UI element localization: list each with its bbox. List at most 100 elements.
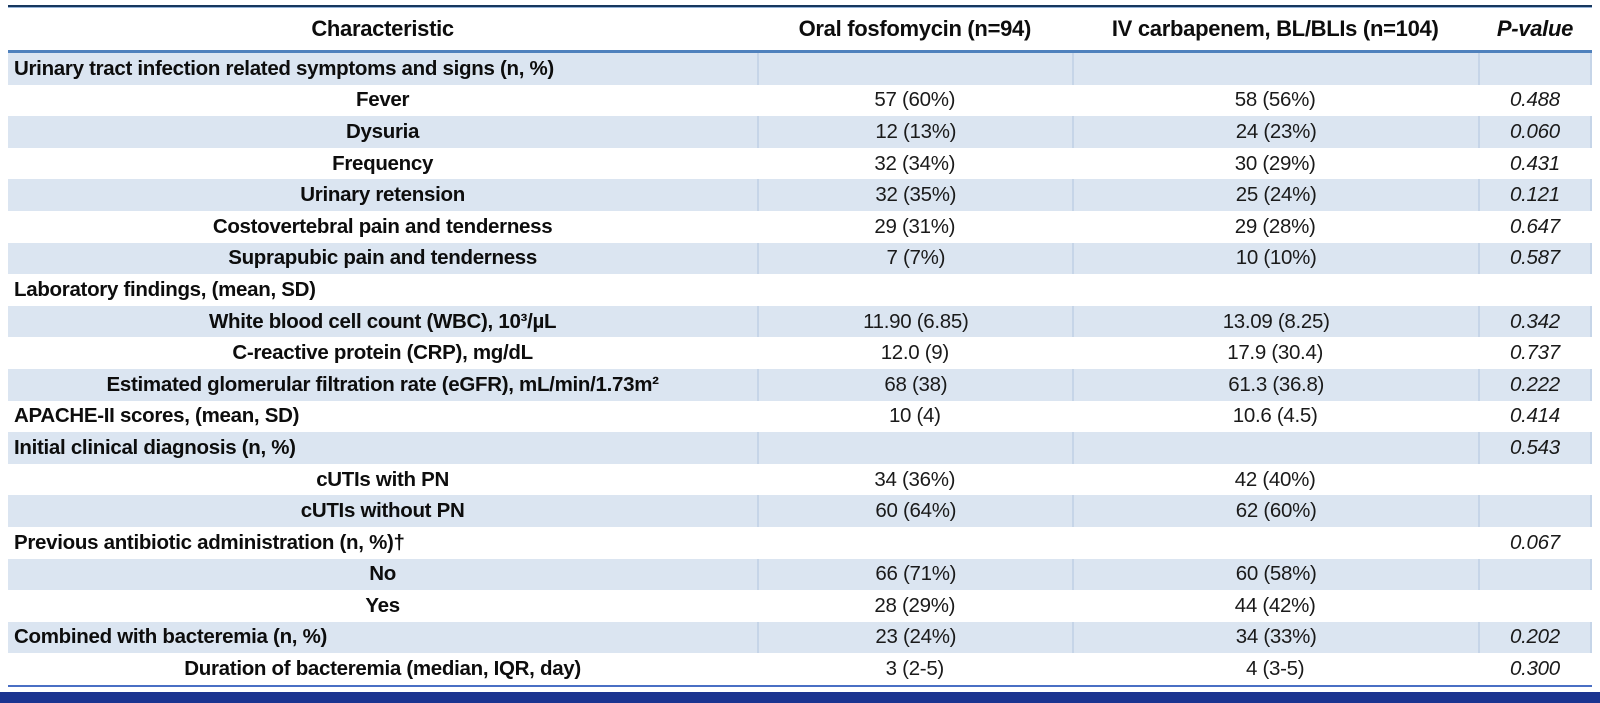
characteristics-table: Characteristic Oral fosfomycin (n=94) IV… [8, 5, 1592, 687]
characteristic-cell: Estimated glomerular filtration rate (eG… [106, 372, 659, 396]
column-header-fosfomycin: Oral fosfomycin (n=94) [798, 16, 1032, 41]
carbapenem-value-cell [1072, 53, 1478, 85]
fosfomycin-value-cell: 29 (31%) [874, 214, 956, 238]
fosfomycin-value-cell: 10 (4) [888, 404, 941, 428]
carbapenem-value-cell: 42 (40%) [1234, 467, 1316, 491]
fosfomycin-value-cell: 12.0 (9) [880, 341, 950, 365]
p-value-cell: 0.431 [1510, 151, 1560, 175]
characteristic-cell: C-reactive protein (CRP), mg/dL [232, 341, 533, 365]
p-value-cell: 0.300 [1510, 657, 1560, 681]
table-body: Urinary tract infection related symptoms… [8, 53, 1592, 685]
characteristic-cell: Fever [356, 88, 410, 112]
p-value-cell: 0.488 [1510, 88, 1560, 112]
carbapenem-value-cell: 44 (42%) [1234, 593, 1316, 617]
characteristic-cell: Urinary retension [300, 183, 465, 207]
fosfomycin-value-cell [757, 432, 1072, 464]
p-value-cell [1478, 274, 1592, 306]
table-row: Initial clinical diagnosis (n, %) 0.543 [8, 432, 1592, 464]
fosfomycin-value-cell: 32 (34%) [874, 151, 956, 175]
table-row: Laboratory findings, (mean, SD) [8, 274, 1592, 306]
p-value-cell: 0.543 [1477, 432, 1592, 464]
carbapenem-value-cell: 4 (3-5) [1246, 657, 1305, 681]
fosfomycin-value-cell: 11.90 (6.85) [757, 305, 1072, 338]
characteristic-cell: Laboratory findings, (mean, SD) [14, 277, 316, 301]
fosfomycin-value-cell: 66 (71%) [757, 558, 1072, 591]
p-value-cell: 0.060 [1477, 116, 1592, 148]
carbapenem-value-cell: 61.3 (36.8) [1072, 368, 1478, 401]
carbapenem-value-cell: 10.6 (4.5) [1232, 404, 1318, 428]
fosfomycin-value-cell [757, 53, 1072, 85]
column-header-carbapenem: IV carbapenem, BL/BLIs (n=104) [1111, 16, 1439, 41]
carbapenem-value-cell: 10 (10%) [1072, 242, 1478, 275]
fosfomycin-value-cell [757, 274, 1072, 306]
table-row: Duration of bacteremia (median, IQR, day… [8, 653, 1592, 685]
p-value-cell [1477, 53, 1592, 85]
characteristic-cell: Yes [365, 593, 400, 617]
carbapenem-value-cell: 29 (28%) [1234, 214, 1316, 238]
fosfomycin-value-cell: 12 (13%) [757, 116, 1072, 148]
p-value-cell: 0.414 [1510, 404, 1560, 428]
p-value-cell: 0.737 [1510, 341, 1560, 365]
carbapenem-value-cell [1072, 274, 1478, 306]
carbapenem-value-cell [1072, 527, 1478, 559]
characteristic-cell: Urinary tract infection related symptoms… [14, 56, 554, 80]
fosfomycin-value-cell: 23 (24%) [757, 621, 1072, 654]
carbapenem-value-cell: 34 (33%) [1072, 621, 1478, 654]
column-header-p-value: P-value [1496, 16, 1574, 41]
p-value-cell: 0.222 [1477, 368, 1592, 401]
carbapenem-value-cell: 60 (58%) [1072, 558, 1478, 591]
column-header-characteristic: Characteristic [311, 16, 454, 41]
fosfomycin-value-cell: 34 (36%) [874, 467, 956, 491]
characteristic-cell: APACHE-II scores, (mean, SD) [14, 404, 300, 428]
p-value-cell: 0.121 [1477, 179, 1592, 211]
slide-bottom-bar [0, 692, 1600, 703]
table-row: Frequency 32 (34%) 30 (29%) 0.431 [8, 148, 1592, 180]
characteristic-cell: Costovertebral pain and tenderness [212, 214, 553, 238]
table-row: C-reactive protein (CRP), mg/dL 12.0 (9)… [8, 337, 1592, 369]
p-value-cell: 0.202 [1477, 621, 1592, 654]
characteristic-cell: Combined with bacteremia (n, %) [14, 625, 328, 649]
table-row: cUTIs without PN 60 (64%) 62 (60%) [8, 495, 1592, 527]
fosfomycin-value-cell: 7 (7%) [757, 242, 1072, 275]
characteristic-cell: Initial clinical diagnosis (n, %) [14, 435, 296, 459]
table-row: Estimated glomerular filtration rate (eG… [8, 368, 1592, 401]
table-row: Fever 57 (60%) 58 (56%) 0.488 [8, 85, 1592, 117]
table-row: Costovertebral pain and tenderness 29 (3… [8, 211, 1592, 243]
fosfomycin-value-cell [757, 527, 1072, 559]
table-header-row: Characteristic Oral fosfomycin (n=94) IV… [8, 8, 1592, 53]
table-row: Urinary tract infection related symptoms… [8, 53, 1592, 85]
table-row: White blood cell count (WBC), 10³/µL 11.… [8, 305, 1592, 338]
fosfomycin-value-cell: 32 (35%) [757, 179, 1072, 211]
fosfomycin-value-cell: 60 (64%) [757, 495, 1072, 527]
fosfomycin-value-cell: 68 (38) [757, 368, 1072, 401]
p-value-cell [1478, 464, 1592, 496]
table-row: Yes 28 (29%) 44 (42%) [8, 590, 1592, 622]
fosfomycin-value-cell: 28 (29%) [874, 593, 956, 617]
characteristic-cell: cUTIs without PN [300, 499, 465, 523]
carbapenem-value-cell: 13.09 (8.25) [1072, 305, 1478, 338]
characteristic-cell: White blood cell count (WBC), 10³/µL [209, 309, 557, 333]
table-row: cUTIs with PN 34 (36%) 42 (40%) [8, 464, 1592, 496]
characteristic-cell: Previous antibiotic administration (n, %… [14, 530, 405, 554]
p-value-cell [1477, 558, 1592, 591]
characteristic-cell: Frequency [332, 151, 434, 175]
p-value-cell: 0.647 [1510, 214, 1560, 238]
characteristic-cell: Duration of bacteremia (median, IQR, day… [184, 657, 581, 681]
table-row: Combined with bacteremia (n, %) 23 (24%)… [8, 621, 1592, 654]
carbapenem-value-cell: 58 (56%) [1234, 88, 1316, 112]
carbapenem-value-cell: 25 (24%) [1072, 179, 1478, 211]
table-row: APACHE-II scores, (mean, SD) 10 (4) 10.6… [8, 401, 1592, 433]
fosfomycin-value-cell: 57 (60%) [874, 88, 956, 112]
table-row: Dysuria 12 (13%) 24 (23%) 0.060 [8, 116, 1592, 148]
p-value-cell: 0.067 [1510, 530, 1560, 554]
table-row: Urinary retension 32 (35%) 25 (24%) 0.12… [8, 179, 1592, 211]
characteristic-cell: cUTIs with PN [316, 467, 449, 491]
characteristic-cell: No [369, 562, 396, 586]
characteristic-cell: Suprapubic pain and tenderness [228, 246, 538, 270]
carbapenem-value-cell [1072, 432, 1478, 464]
fosfomycin-value-cell: 3 (2-5) [885, 657, 945, 681]
p-value-cell [1478, 590, 1592, 622]
carbapenem-value-cell: 24 (23%) [1072, 116, 1478, 148]
table-row: Suprapubic pain and tenderness 7 (7%) 10… [8, 242, 1592, 275]
p-value-cell [1477, 495, 1592, 527]
